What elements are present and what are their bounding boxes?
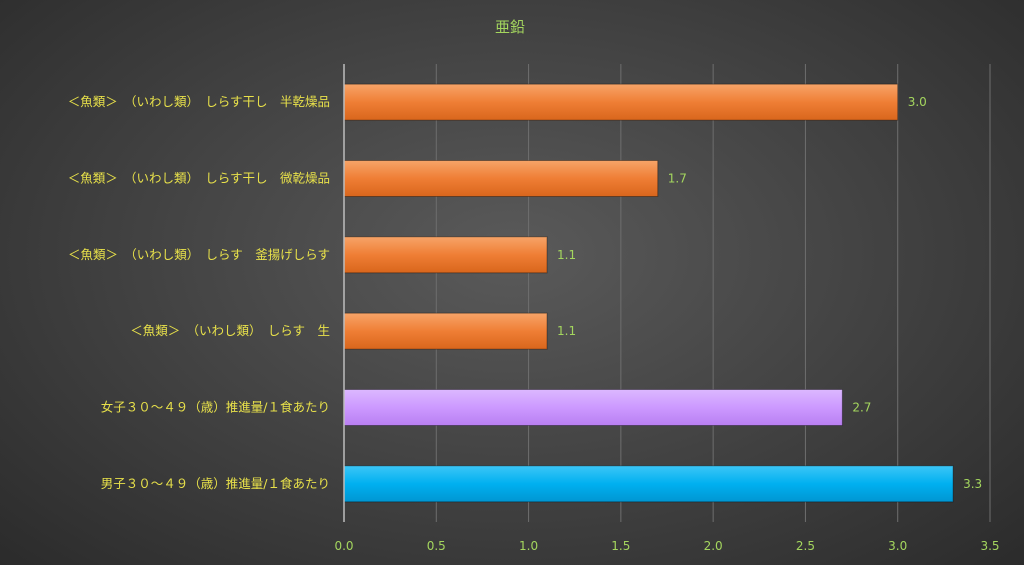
category-label: ＜魚類＞ （いわし類） しらす 釜揚げしらす — [68, 247, 330, 262]
x-tick-label: 3.5 — [980, 539, 999, 553]
bar — [343, 236, 548, 274]
x-tick-label: 1.5 — [611, 539, 630, 553]
bar — [343, 312, 548, 350]
category-label: ＜魚類＞ （いわし類） しらす干し 半乾燥品 — [68, 94, 330, 109]
data-label: 3.0 — [908, 95, 927, 109]
data-label: 1.1 — [557, 324, 576, 338]
data-label: 1.7 — [668, 172, 687, 186]
bar — [343, 389, 843, 426]
category-label: ＜魚類＞ （いわし類） しらす 生 — [130, 323, 330, 338]
data-label: 3.3 — [963, 477, 982, 491]
chart-title: 亜鉛 — [495, 18, 525, 36]
x-tick-label: 1.0 — [519, 539, 538, 553]
x-tick-label: 3.0 — [888, 539, 907, 553]
bar — [343, 160, 659, 197]
data-label: 2.7 — [852, 401, 871, 415]
category-label: ＜魚類＞ （いわし類） しらす干し 微乾燥品 — [68, 171, 330, 186]
x-tick-label: 2.0 — [704, 539, 723, 553]
x-tick-label: 2.5 — [796, 539, 815, 553]
bar — [343, 83, 899, 121]
x-tick-label: 0.5 — [427, 539, 446, 553]
data-label: 1.1 — [557, 248, 576, 262]
category-label: 男子３０～４９（歳）推進量/１食あたり — [101, 476, 330, 491]
category-label: 女子３０～４９（歳）推進量/１食あたり — [101, 400, 330, 415]
bar — [343, 465, 954, 503]
x-tick-label: 0.0 — [334, 539, 353, 553]
